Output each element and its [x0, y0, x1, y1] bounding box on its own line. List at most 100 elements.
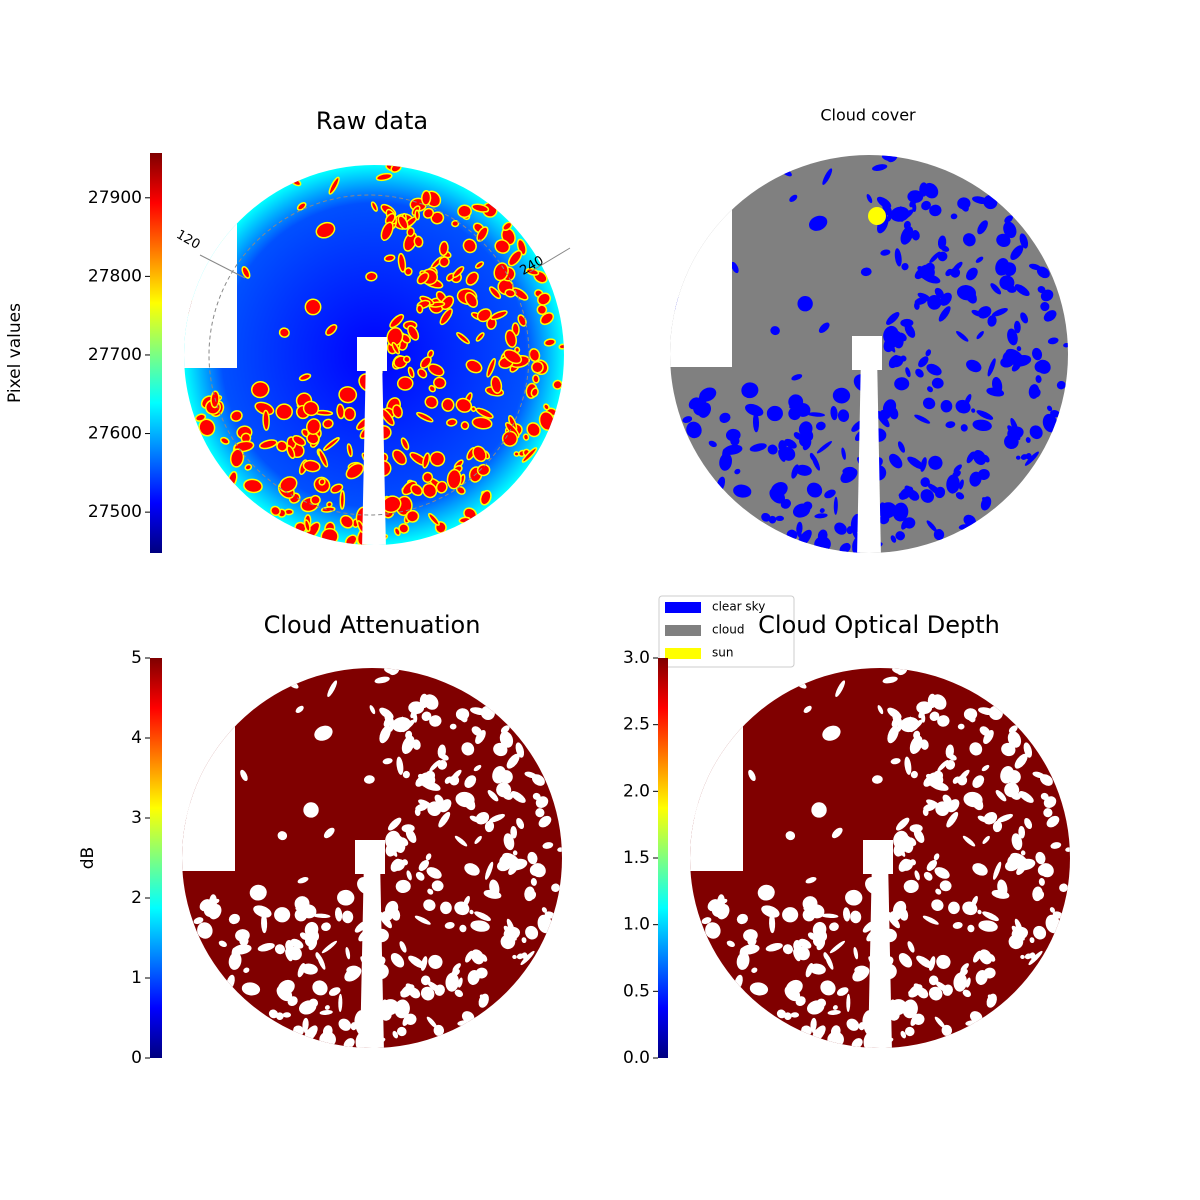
- cloud-patch: [986, 993, 997, 1008]
- cloud-patch: [395, 879, 411, 893]
- cloud-patch: [959, 769, 970, 781]
- cloud-patch: [945, 268, 953, 277]
- cloud-patch: [972, 775, 985, 788]
- cloud-patch: [558, 343, 564, 350]
- cloud-patch: [1007, 425, 1021, 441]
- cloud-patch: [244, 463, 253, 471]
- cloud-patch: [459, 924, 467, 933]
- cloud-patch: [992, 376, 1003, 394]
- cloud-patch: [323, 437, 340, 451]
- cloud-patch: [1015, 455, 1021, 460]
- cloud-patch: [853, 946, 859, 960]
- cloud-patch: [1020, 312, 1029, 324]
- cloud-patch: [243, 478, 263, 494]
- cloud-patch: [965, 977, 971, 988]
- cloud-patch: [541, 907, 548, 913]
- cloud-patch: [833, 496, 838, 515]
- cloud-patch: [302, 459, 321, 473]
- cloud-patch: [275, 403, 293, 421]
- cloud-patch: [445, 972, 459, 992]
- cloud-patch: [404, 267, 413, 276]
- cloud-patch: [421, 711, 432, 722]
- cloud-patch: [1020, 850, 1026, 856]
- cloud-patch: [475, 967, 488, 979]
- cloud-patch: [502, 852, 520, 867]
- cloud-patch: [776, 1009, 787, 1019]
- cloud-patch: [413, 713, 418, 723]
- cloud-patch: [463, 795, 476, 811]
- cloud-patch: [420, 986, 435, 1001]
- cloud-patch: [1037, 864, 1050, 876]
- cloud-patch: [934, 287, 944, 299]
- cloud-patch: [527, 851, 538, 865]
- cloud-patch: [286, 445, 296, 460]
- cloud-patch: [987, 358, 996, 377]
- cloud-patch: [921, 200, 931, 211]
- cloud-patch: [795, 464, 812, 476]
- cloud-patch: [975, 256, 984, 263]
- cloud-patch: [327, 680, 338, 697]
- cloud-patch: [1023, 742, 1033, 758]
- cloud-patch: [907, 490, 920, 501]
- cloud-patch: [901, 209, 914, 220]
- cloud-patch: [805, 877, 817, 884]
- cloud-patch: [530, 387, 539, 398]
- cloud-patch: [431, 880, 444, 892]
- cloud-patch: [977, 909, 982, 915]
- cloud-patch: [399, 837, 409, 846]
- cloud-patch: [510, 791, 526, 803]
- sky-image: [182, 668, 562, 1048]
- cloud-patch: [253, 905, 272, 918]
- cloud-patch: [464, 292, 479, 308]
- cloud-patch: [475, 729, 486, 745]
- cloud-patch: [1024, 451, 1039, 466]
- cloud-patch: [1050, 842, 1062, 849]
- cloud-patch: [831, 827, 843, 839]
- azimuth-line: [199, 254, 246, 279]
- cloud-patch: [876, 410, 890, 428]
- cloud-patch: [1034, 361, 1046, 373]
- cloud-patch: [304, 935, 317, 947]
- cloud-patch: [971, 408, 976, 413]
- cloud-patch: [209, 894, 218, 911]
- cloud-patch: [972, 863, 988, 876]
- cloud-patch: [793, 432, 802, 440]
- cloud-patch: [532, 374, 540, 384]
- cloud-patch: [422, 471, 434, 483]
- cloud-patch: [270, 505, 281, 517]
- cloud-patch: [302, 400, 320, 417]
- cloud-patch: [303, 519, 311, 532]
- cloud-patch: [408, 955, 425, 969]
- cloud-patch: [686, 421, 702, 439]
- cloud-patch: [790, 1012, 800, 1018]
- cloud-patch: [939, 880, 952, 892]
- cloud-patch: [516, 817, 525, 830]
- cloud-patch: [437, 744, 446, 759]
- cloud-patch: [1010, 245, 1024, 261]
- cloud-patch: [512, 954, 517, 960]
- cloud-patch: [996, 233, 1011, 247]
- cloud-patch: [1047, 337, 1059, 345]
- cloud-patch: [937, 251, 948, 262]
- colorbar-tick-label: 2: [131, 888, 142, 908]
- colorbar-tick-label: 5: [131, 648, 142, 668]
- cloud-patch: [392, 449, 407, 466]
- cloud-patch: [197, 922, 213, 939]
- cloud-patch: [822, 725, 841, 741]
- colorbar-tick-label: 2.5: [623, 715, 650, 735]
- cloud-patch: [809, 904, 825, 919]
- cloud-patch: [962, 233, 976, 247]
- cloud-patch: [829, 940, 846, 954]
- cloud-patch: [811, 802, 827, 818]
- cloud-patch: [815, 421, 826, 431]
- cloud-patch: [318, 478, 326, 486]
- cloud-patch: [392, 1030, 399, 1039]
- cloud-patch: [387, 817, 402, 831]
- cloud-patch: [470, 949, 485, 965]
- cloud-patch: [806, 482, 823, 498]
- cloud-patch: [444, 776, 452, 784]
- cloud-patch: [543, 338, 556, 347]
- cloud-patch: [1024, 817, 1033, 830]
- cloud-patch: [441, 397, 455, 412]
